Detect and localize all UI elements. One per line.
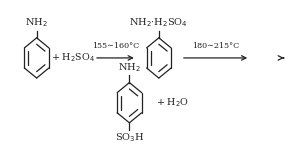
Text: + H$_2$O: + H$_2$O — [156, 96, 189, 109]
Text: NH$_2$: NH$_2$ — [25, 17, 48, 29]
Text: NH$_2$·H$_2$SO$_4$: NH$_2$·H$_2$SO$_4$ — [129, 17, 188, 29]
Text: + H$_2$SO$_4$: + H$_2$SO$_4$ — [51, 52, 95, 64]
Text: NH$_2$: NH$_2$ — [118, 61, 141, 74]
Text: 155∼160°C: 155∼160°C — [92, 42, 139, 50]
Text: 180∼215°C: 180∼215°C — [192, 42, 239, 50]
Text: SO$_3$H: SO$_3$H — [115, 131, 144, 144]
